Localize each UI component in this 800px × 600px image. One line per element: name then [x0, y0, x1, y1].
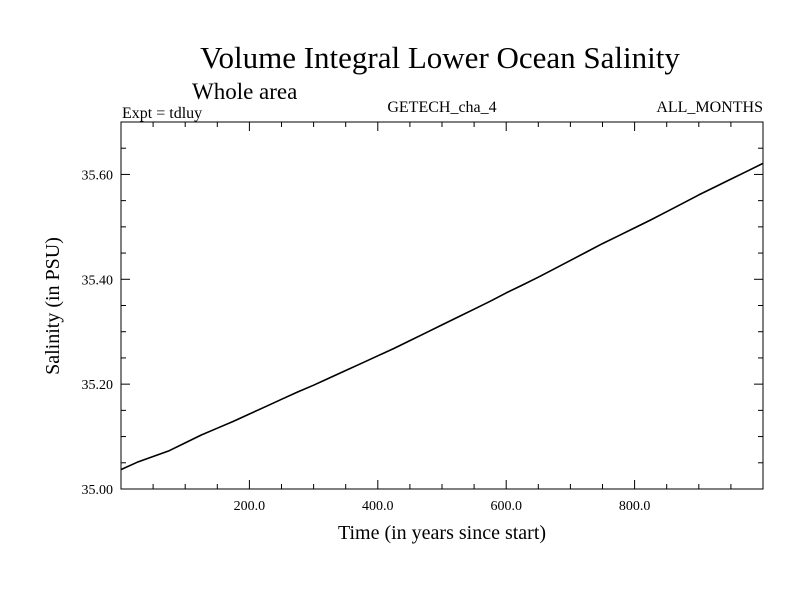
plot-frame: [120, 121, 764, 490]
y-tick-label: 35.00: [82, 483, 114, 498]
experiment-label: Expt = tdluy: [122, 105, 202, 122]
salinity-series-line: [120, 162, 764, 471]
model-label: GETECH_cha_4: [387, 99, 496, 116]
series-layer: [120, 162, 764, 471]
chart-title: Volume Integral Lower Ocean Salinity: [200, 40, 680, 75]
chart-subtitle: Whole area: [192, 79, 297, 104]
x-axis-ticks: [152, 122, 732, 489]
y-axis-label: Salinity (in PSU): [42, 237, 64, 375]
y-tick-label: 35.40: [82, 273, 114, 288]
x-tick-label: 600.0: [490, 499, 522, 514]
x-tick-label: 200.0: [234, 499, 266, 514]
x-tick-label: 800.0: [619, 499, 651, 514]
y-axis-ticks: [121, 147, 763, 464]
y-tick-label: 35.20: [82, 378, 114, 393]
x-tick-label: 400.0: [362, 499, 394, 514]
x-axis-label: Time (in years since start): [338, 522, 546, 544]
y-tick-label: 35.60: [82, 168, 114, 183]
x-axis-tick-labels: 200.0 400.0 600.0 800.0: [234, 499, 651, 514]
y-axis-tick-labels: 35.00 35.20 35.40 35.60: [82, 168, 114, 498]
months-label: ALL_MONTHS: [656, 99, 763, 116]
